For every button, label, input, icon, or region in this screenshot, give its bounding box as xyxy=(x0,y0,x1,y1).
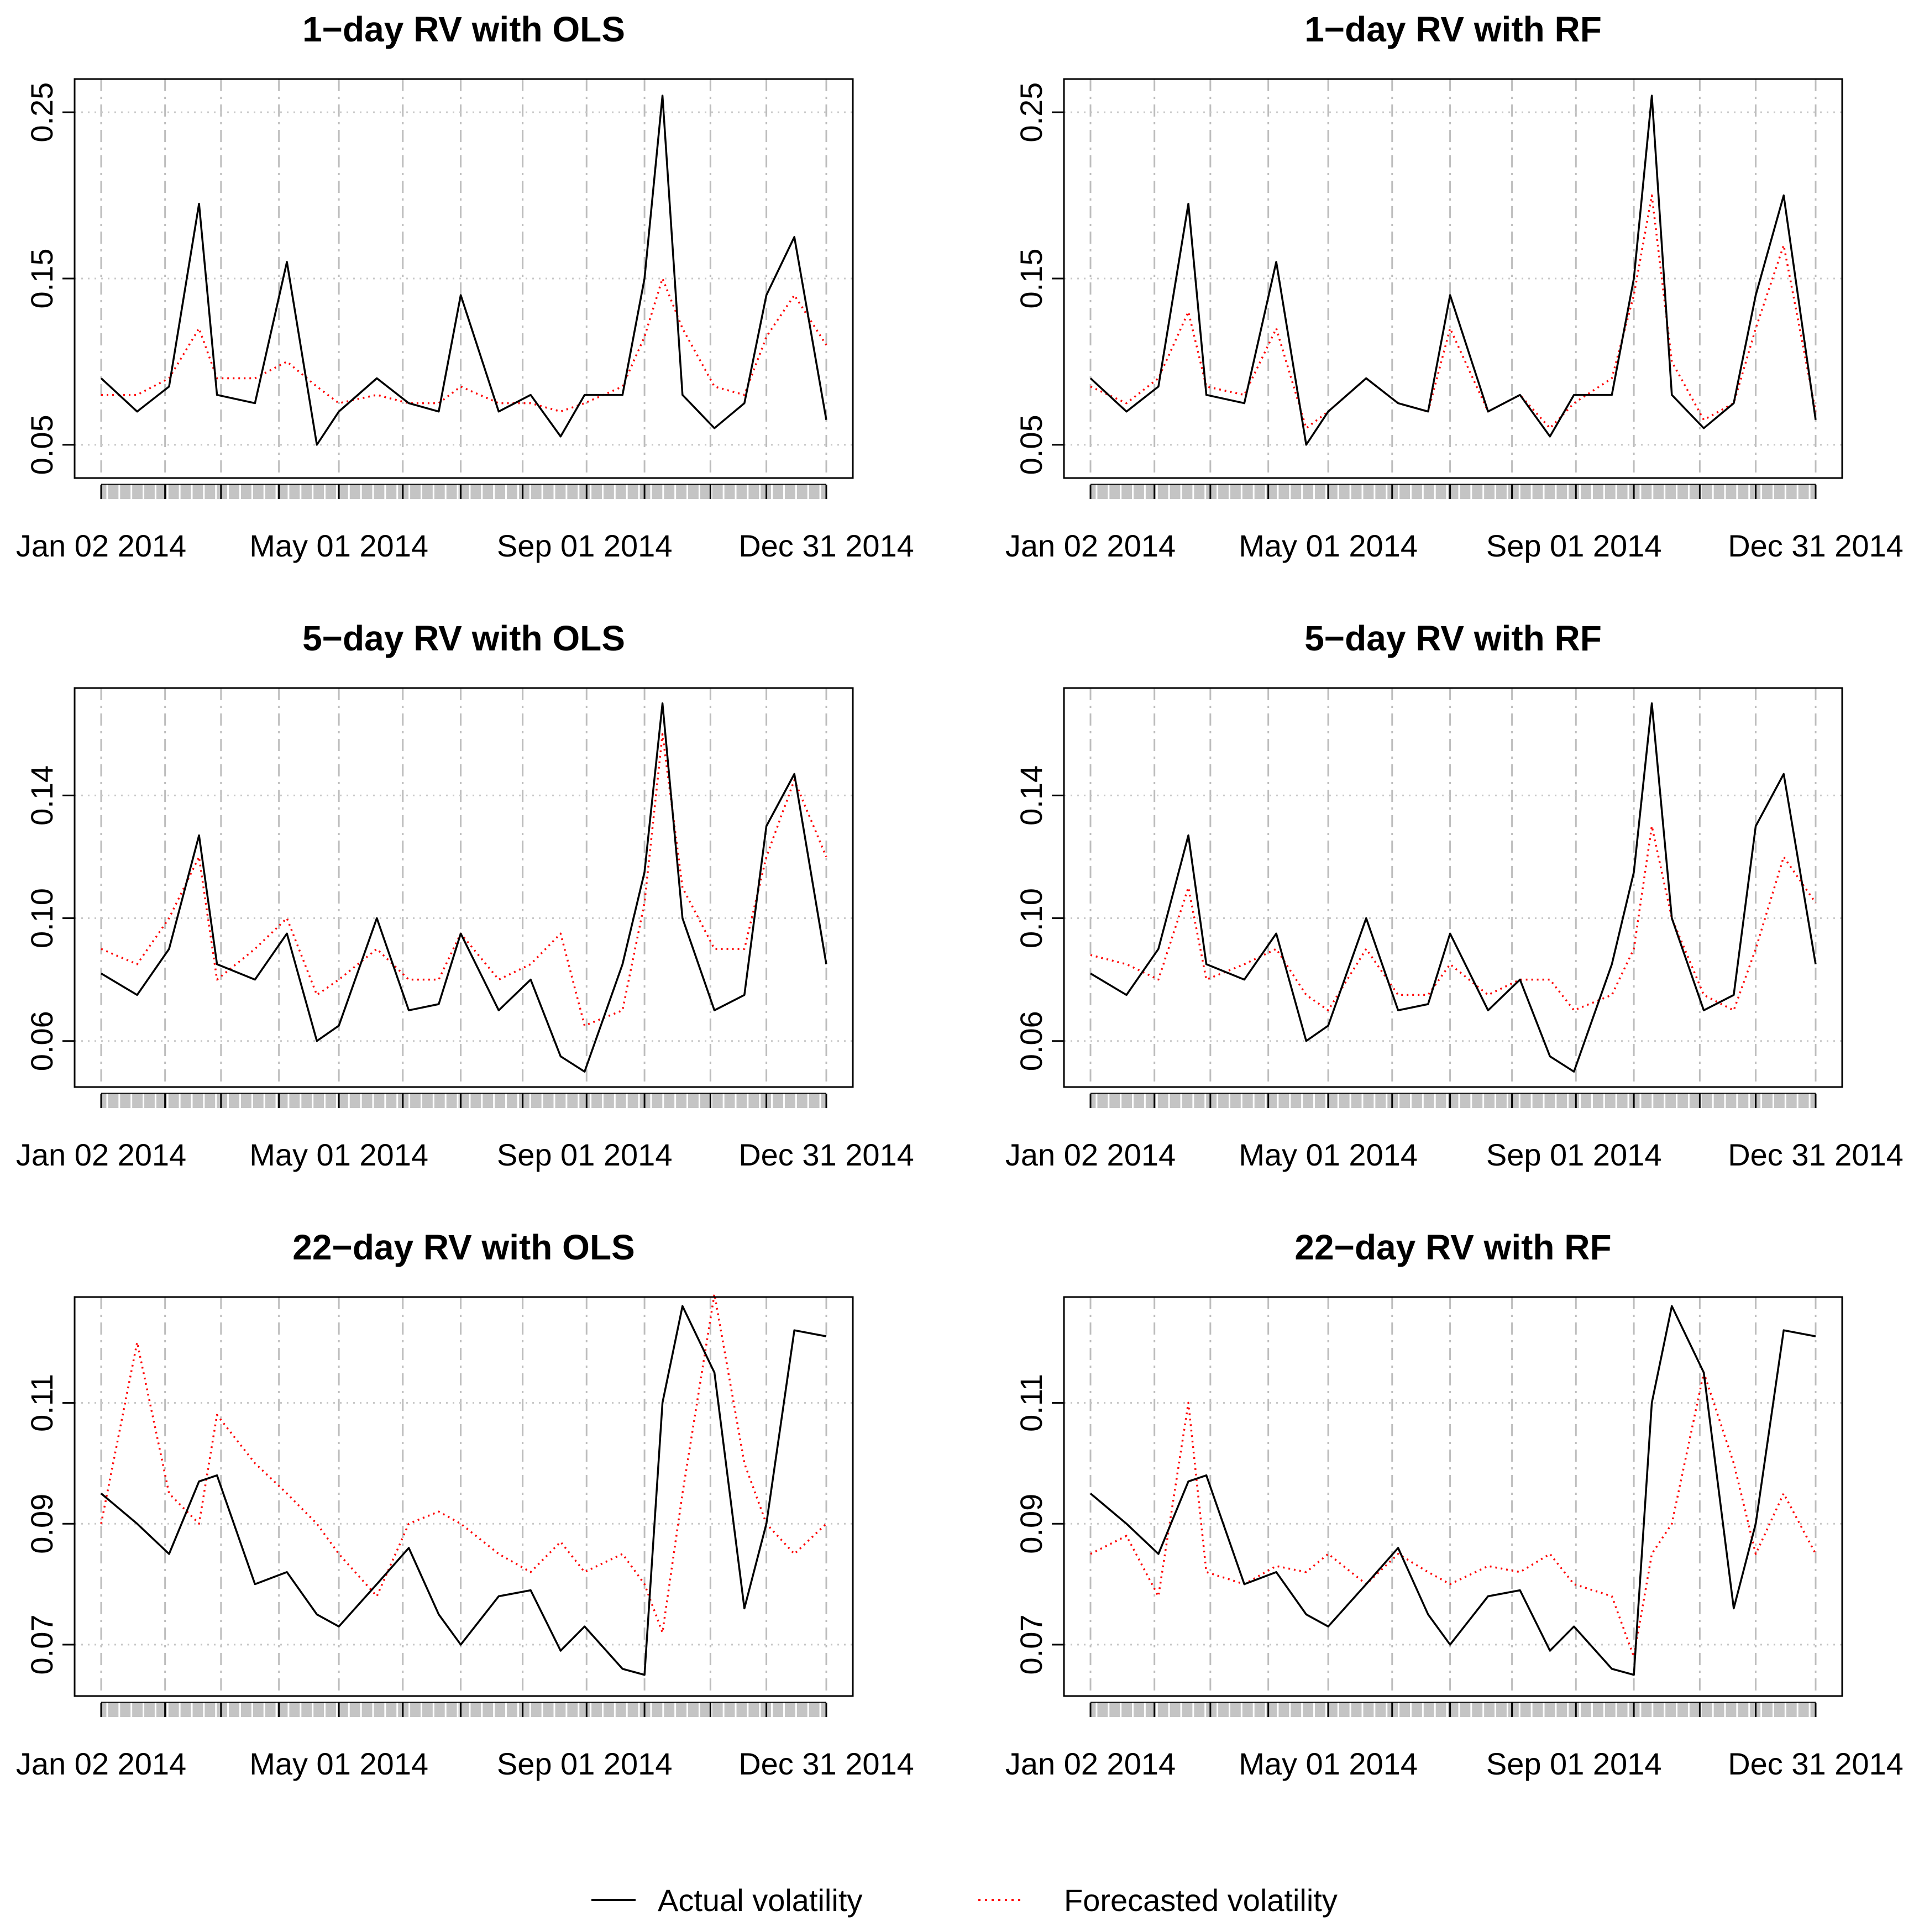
x-tick-label: Dec 31 2014 xyxy=(738,528,914,563)
x-tick-label: Jan 02 2014 xyxy=(16,528,186,563)
series-actual-line xyxy=(100,1305,827,1676)
x-tick-label: May 01 2014 xyxy=(1239,1137,1418,1172)
x-tick-label: May 01 2014 xyxy=(1239,528,1418,563)
chart-title: 1−day RV with RF xyxy=(1304,9,1602,49)
x-tick-label: May 01 2014 xyxy=(249,1137,428,1172)
x-tick-label: Jan 02 2014 xyxy=(1005,1746,1176,1781)
chart-panel-4: 5−day RV with RF 0.06 0.10 0.14 Jan 02 2014 M… xyxy=(1005,618,1904,1172)
series-forecast-line xyxy=(101,277,827,413)
y-tick-label: 0.07 xyxy=(24,1615,59,1675)
plot-frame xyxy=(74,687,854,1088)
x-tick-label: Dec 31 2014 xyxy=(738,1746,914,1781)
y-tick-label: 0.25 xyxy=(1014,82,1048,143)
chart-panels: 1−day RV with OLS 0.05 0.15 0.25 Jan 02 2014… xyxy=(16,9,1904,1781)
x-tick-label: May 01 2014 xyxy=(249,1746,428,1781)
series-forecast-line xyxy=(1090,1371,1817,1658)
chart-title: 1−day RV with OLS xyxy=(302,9,625,49)
chart-panel-5: 22−day RV with OLS 0.07 0.09 0.11 Jan 02 201… xyxy=(16,1227,914,1781)
x-minor-ticks xyxy=(101,485,826,499)
y-tick-label: 0.14 xyxy=(1014,765,1048,826)
series-actual-line xyxy=(101,702,827,1073)
x-tick-label: Jan 02 2014 xyxy=(16,1137,186,1172)
plot-frame xyxy=(1063,687,1843,1088)
x-tick-label: Dec 31 2014 xyxy=(738,1137,914,1172)
x-tick-label: Sep 01 2014 xyxy=(1486,1746,1662,1781)
x-tick-label: Dec 31 2014 xyxy=(1728,1137,1904,1172)
y-tick-label: 0.11 xyxy=(24,1374,59,1432)
y-tick-label: 0.10 xyxy=(24,888,59,948)
x-minor-ticks xyxy=(1090,1703,1816,1717)
y-tick-label: 0.06 xyxy=(1014,1011,1048,1071)
chart-title: 22−day RV with OLS xyxy=(292,1227,635,1267)
chart-panel-6: 22−day RV with RF 0.07 0.09 0.11 Jan 02 2014… xyxy=(1005,1227,1904,1781)
x-tick-label: May 01 2014 xyxy=(249,528,428,563)
series-forecast-line xyxy=(101,733,827,1027)
plot-frame xyxy=(74,1296,854,1697)
x-minor-ticks xyxy=(101,1094,826,1108)
legend-actual-label: Actual volatility xyxy=(658,1883,862,1918)
y-tick-label: 0.09 xyxy=(24,1494,59,1554)
y-tick-label: 0.05 xyxy=(24,414,59,475)
chart-title: 5−day RV with RF xyxy=(1304,618,1602,658)
y-tick-label: 0.11 xyxy=(1014,1374,1048,1432)
chart-panel-2: 1−day RV with RF 0.05 0.15 0.25 Jan 02 2014 M… xyxy=(1005,9,1904,563)
x-tick-label: Jan 02 2014 xyxy=(1005,528,1176,563)
series-forecast-line xyxy=(100,1293,827,1634)
legend-forecast-label: Forecasted volatility xyxy=(1064,1883,1338,1918)
legend: Actual volatility Forecasted volatility xyxy=(591,1883,1338,1918)
x-tick-label: Sep 01 2014 xyxy=(497,1746,673,1781)
x-tick-label: Dec 31 2014 xyxy=(1728,528,1904,563)
x-tick-label: Dec 31 2014 xyxy=(1728,1746,1904,1781)
y-tick-label: 0.14 xyxy=(24,765,59,826)
y-tick-label: 0.09 xyxy=(1014,1494,1048,1554)
x-tick-label: Sep 01 2014 xyxy=(1486,528,1662,563)
y-tick-label: 0.07 xyxy=(1014,1615,1048,1675)
series-actual-line xyxy=(100,95,827,446)
plot-frame xyxy=(74,78,854,479)
x-minor-ticks xyxy=(1090,485,1816,499)
chart-title: 22−day RV with RF xyxy=(1294,1227,1611,1267)
series-actual-line xyxy=(1089,95,1817,446)
y-tick-label: 0.06 xyxy=(24,1011,59,1071)
x-tick-label: Sep 01 2014 xyxy=(497,1137,673,1172)
series-actual-line xyxy=(1089,1305,1816,1676)
x-tick-label: Jan 02 2014 xyxy=(16,1746,186,1781)
series-actual-line xyxy=(1090,702,1817,1073)
series-forecast-line xyxy=(1090,825,1817,1011)
x-minor-ticks xyxy=(1090,1094,1816,1108)
x-minor-ticks xyxy=(101,1703,826,1717)
x-tick-label: Sep 01 2014 xyxy=(497,528,673,563)
y-tick-label: 0.10 xyxy=(1014,888,1048,948)
x-tick-label: Jan 02 2014 xyxy=(1005,1137,1176,1172)
chart-panel-1: 1−day RV with OLS 0.05 0.15 0.25 Jan 02 2014… xyxy=(16,9,914,563)
plot-frame xyxy=(1063,1296,1843,1697)
x-tick-label: Sep 01 2014 xyxy=(1486,1137,1662,1172)
chart-panel-3: 5−day RV with OLS 0.06 0.10 0.14 Jan 02 2014… xyxy=(16,618,914,1172)
plot-frame xyxy=(1063,78,1843,479)
y-tick-label: 0.05 xyxy=(1014,414,1048,475)
y-tick-label: 0.15 xyxy=(1014,249,1048,309)
y-tick-label: 0.15 xyxy=(24,249,59,309)
y-tick-label: 0.25 xyxy=(24,82,59,143)
chart-title: 5−day RV with OLS xyxy=(302,618,625,658)
x-tick-label: May 01 2014 xyxy=(1239,1746,1418,1781)
